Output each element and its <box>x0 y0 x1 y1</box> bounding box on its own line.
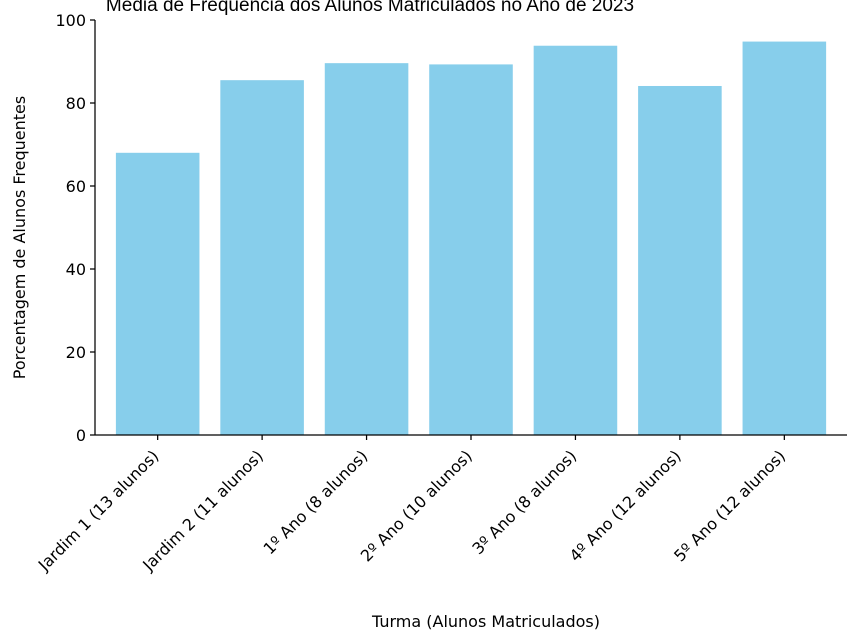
x-axis: Jardim 1 (13 alunos)Jardim 2 (11 alunos)… <box>34 434 847 575</box>
x-tick-label: 1º Ano (8 alunos) <box>260 446 372 558</box>
bar-5 <box>533 45 618 435</box>
bars-group <box>115 41 827 436</box>
y-axis: 0 20 40 60 80 100 <box>55 11 96 445</box>
bar-7 <box>742 41 827 435</box>
chart-title: Média de Frequência dos Alunos Matricula… <box>106 0 634 16</box>
x-tick-label: Jardim 2 (11 alunos) <box>138 446 267 575</box>
bar-6 <box>638 85 722 436</box>
y-tick-label: 80 <box>66 94 86 113</box>
x-tick-label: 2º Ano (10 alunos) <box>357 446 476 565</box>
y-tick-label: 60 <box>66 177 86 196</box>
bar-4 <box>429 64 513 436</box>
x-tick-label: 3º Ano (8 alunos) <box>468 446 580 558</box>
bar-2 <box>220 80 304 436</box>
x-tick-label: 5º Ano (12 alunos) <box>670 446 789 565</box>
bar-1 <box>115 152 200 436</box>
x-axis-label: Turma (Alunos Matriculados) <box>371 612 600 631</box>
y-tick-label: 0 <box>76 426 86 445</box>
y-axis-label: Porcentagem de Alunos Frequentes <box>10 96 29 379</box>
y-tick-label: 100 <box>55 11 86 30</box>
y-tick-label: 20 <box>66 343 86 362</box>
y-tick-label: 40 <box>66 260 86 279</box>
bar-3 <box>324 63 409 435</box>
x-tick-label: 4º Ano (12 alunos) <box>566 446 685 565</box>
